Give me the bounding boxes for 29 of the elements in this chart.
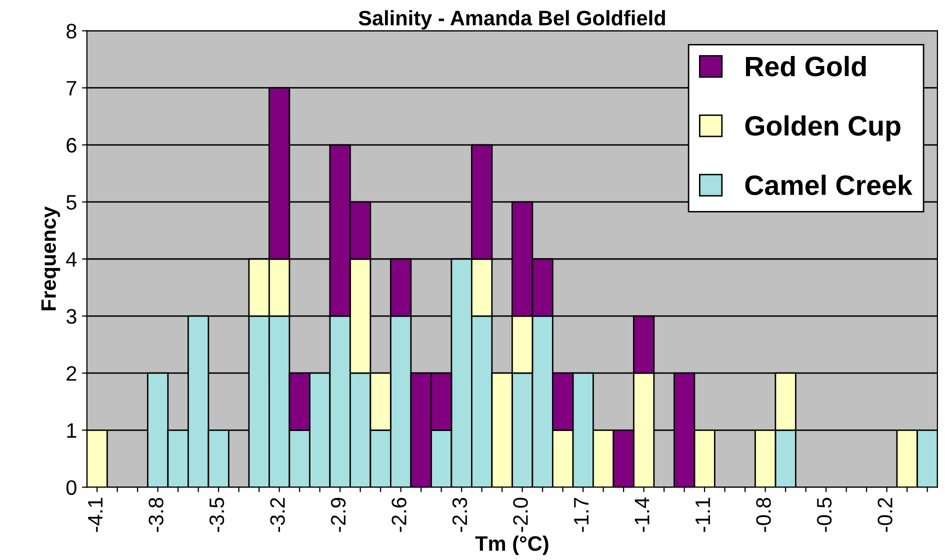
y-tick-label: 7 (66, 81, 76, 96)
x-tick-label: -4.1 (88, 498, 102, 532)
y-tick-label: 6 (66, 138, 76, 153)
y-tick-label: 0 (66, 480, 76, 495)
x-tick-label: -0.2 (878, 498, 892, 532)
legend-label: Golden Cup (745, 115, 900, 142)
y-tick-label: 3 (66, 309, 76, 324)
x-tick-label: -2.0 (513, 498, 528, 532)
chart-title: Salinity - Amanda Bel Goldfield (358, 10, 665, 30)
x-tick-label: -0.5 (816, 498, 832, 532)
y-axis-title: Frequency (41, 206, 60, 310)
x-tick-label: -3.5 (209, 498, 224, 532)
x-tick-label: -2.3 (452, 498, 468, 532)
x-tick-label: -2.9 (330, 498, 346, 532)
x-tick-label: -1.7 (574, 498, 588, 532)
legend-label: Camel Creek (745, 174, 912, 196)
y-tick-label: 2 (66, 366, 76, 381)
x-tick-label: -3.8 (148, 498, 164, 532)
y-tick-label: 4 (66, 252, 77, 267)
x-tick-label: -2.6 (392, 498, 406, 532)
legend-label: Red Gold (746, 56, 866, 76)
y-tick-label: 5 (66, 195, 76, 210)
x-tick-label: -0.8 (756, 498, 771, 532)
x-tick-label: -1.4 (634, 498, 650, 532)
x-axis-title: Tm (°C) (475, 536, 548, 556)
y-tick-label: 1 (67, 423, 76, 438)
x-tick-label: -1.1 (696, 498, 710, 532)
y-tick-label: 8 (66, 24, 76, 39)
x-tick-label: -3.2 (270, 498, 285, 532)
